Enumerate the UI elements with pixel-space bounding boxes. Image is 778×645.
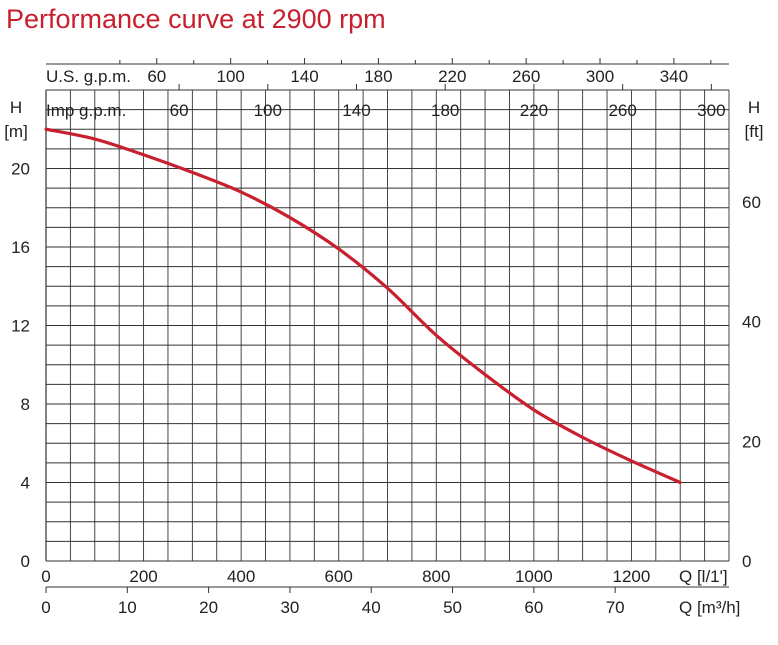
top2-tick-label: 180 [431, 101, 459, 120]
x-bottom2-tick-label: 50 [443, 598, 462, 617]
x-bottom2-tick-label: 0 [41, 598, 50, 617]
y-right-tick-label: 20 [742, 432, 761, 451]
y-right-axis-label: H [748, 98, 760, 117]
y-right-tick-label: 0 [742, 552, 751, 571]
top2-tick-label: 300 [697, 101, 725, 120]
top1-tick-label: 140 [290, 67, 318, 86]
x-bottom2-tick-label: 30 [280, 598, 299, 617]
x-bottom1-tick-label: 0 [41, 567, 50, 586]
y-right-tick-label: 40 [742, 313, 761, 332]
y-right-axis-unit: [ft] [745, 122, 764, 141]
y-left-axis-label: H [10, 98, 22, 117]
x-bottom1-axis-label: Q [l/1'] [679, 567, 728, 586]
x-bottom1-tick-label: 600 [325, 567, 353, 586]
top1-tick-label: 300 [586, 67, 614, 86]
top2-axis-label: Imp g.p.m. [46, 101, 126, 120]
x-bottom2-tick-label: 70 [606, 598, 625, 617]
y-left-tick-label: 20 [11, 160, 30, 179]
top1-tick-label: 60 [147, 67, 166, 86]
y-left-tick-label: 16 [11, 238, 30, 257]
x-bottom2-tick-label: 40 [362, 598, 381, 617]
top2-tick-label: 60 [170, 101, 189, 120]
y-left-axis-unit: [m] [4, 122, 28, 141]
x-bottom2-tick-label: 20 [199, 598, 218, 617]
x-bottom1-tick-label: 1000 [515, 567, 553, 586]
top2-tick-label: 260 [608, 101, 636, 120]
x-bottom1-tick-label: 200 [129, 567, 157, 586]
x-bottom1-tick-label: 1200 [613, 567, 651, 586]
top2-tick-label: 100 [254, 101, 282, 120]
x-bottom2-axis-label: Q [m³/h] [679, 598, 740, 617]
x-bottom2-tick-label: 60 [524, 598, 543, 617]
top2-tick-label: 220 [520, 101, 548, 120]
x-bottom2-tick-label: 10 [118, 598, 137, 617]
performance-curve-line [44, 127, 682, 485]
y-left-tick-label: 0 [21, 552, 30, 571]
y-left-tick-label: 4 [21, 474, 30, 493]
y-left-tick-label: 8 [21, 395, 30, 414]
chart-title: Performance curve at 2900 rpm [6, 4, 386, 34]
top1-tick-label: 340 [660, 67, 688, 86]
top1-tick-label: 220 [438, 67, 466, 86]
y-right-tick-label: 60 [742, 193, 761, 212]
top1-tick-label: 260 [512, 67, 540, 86]
x-bottom1-tick-label: 800 [422, 567, 450, 586]
top1-axis-label: U.S. g.p.m. [46, 67, 131, 86]
top1-tick-label: 100 [216, 67, 244, 86]
x-bottom1-tick-label: 400 [227, 567, 255, 586]
y-left-tick-label: 12 [11, 317, 30, 336]
top2-tick-label: 140 [342, 101, 370, 120]
top1-tick-label: 180 [364, 67, 392, 86]
